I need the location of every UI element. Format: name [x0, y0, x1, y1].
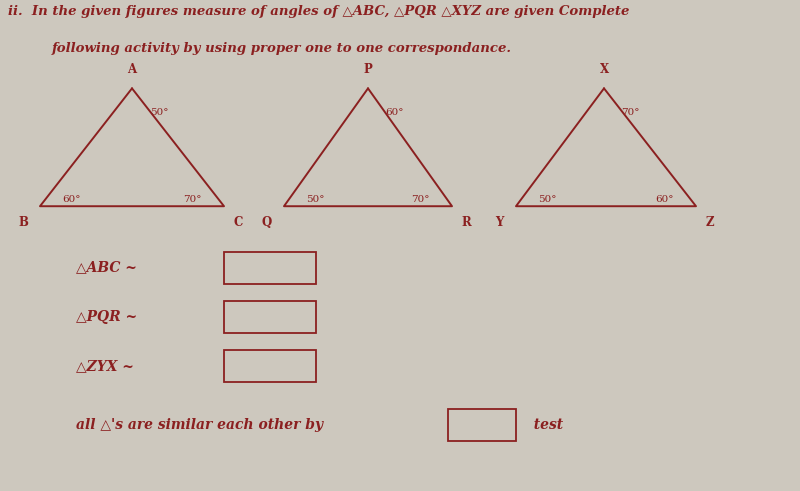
Text: 60°: 60°	[62, 195, 81, 204]
Text: 70°: 70°	[183, 195, 202, 204]
Text: R: R	[462, 216, 471, 229]
Text: △PQR ~: △PQR ~	[76, 310, 137, 324]
Text: 70°: 70°	[622, 108, 640, 117]
Text: all △'s are similar each other by: all △'s are similar each other by	[76, 418, 323, 432]
Text: C: C	[234, 216, 243, 229]
Text: test: test	[524, 418, 563, 432]
Text: A: A	[127, 63, 137, 76]
Text: following activity by using proper one to one correspondance.: following activity by using proper one t…	[52, 42, 512, 55]
FancyBboxPatch shape	[224, 300, 316, 333]
Text: △ABC ~: △ABC ~	[76, 261, 137, 274]
Text: Z: Z	[706, 216, 714, 229]
Text: 50°: 50°	[538, 195, 557, 204]
FancyBboxPatch shape	[224, 252, 316, 284]
Text: 70°: 70°	[411, 195, 430, 204]
Text: B: B	[18, 216, 28, 229]
Text: X: X	[599, 63, 609, 76]
Text: △ZYX ~: △ZYX ~	[76, 359, 134, 373]
Text: 60°: 60°	[655, 195, 674, 204]
Text: Q: Q	[262, 216, 272, 229]
Text: P: P	[364, 63, 372, 76]
Text: 50°: 50°	[150, 108, 168, 117]
Text: ii.  In the given figures measure of angles of △ABC, △PQR △XYZ are given Complet: ii. In the given figures measure of angl…	[8, 5, 630, 18]
FancyBboxPatch shape	[448, 409, 516, 441]
Text: 50°: 50°	[306, 195, 325, 204]
FancyBboxPatch shape	[224, 350, 316, 382]
Text: Y: Y	[496, 216, 504, 229]
Text: 60°: 60°	[386, 108, 404, 117]
